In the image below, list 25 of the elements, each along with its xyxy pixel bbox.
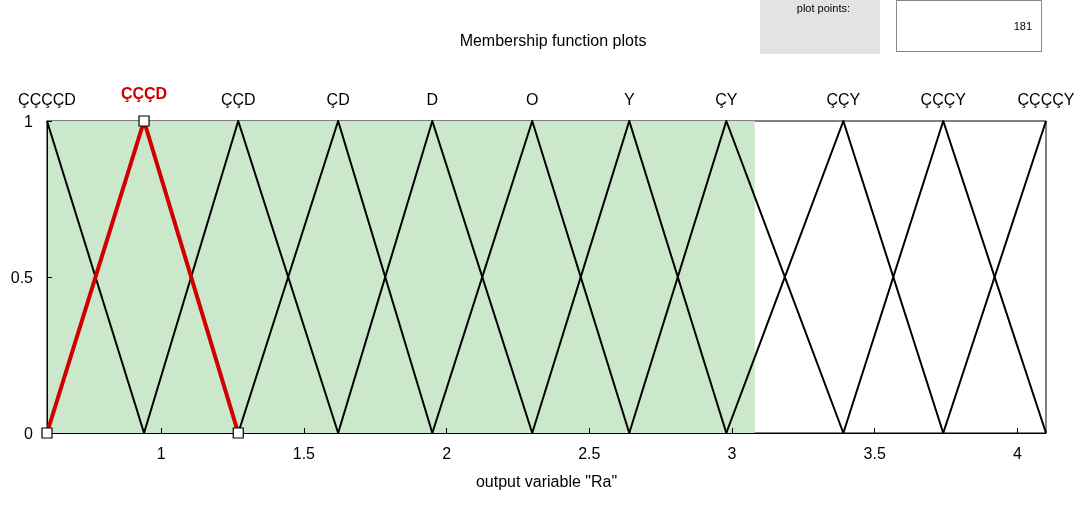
chart-title: Membership function plots [459,31,647,49]
series-label: ÇY [715,90,738,108]
x-tick-label: 3.5 [863,444,886,462]
y-tick-label: 0 [24,424,34,442]
x-tick-label: 4 [1013,444,1022,462]
series-label: ÇÇÇÇD [18,90,76,108]
y-tick-label: 1 [24,112,34,130]
x-tick-label: 1.5 [292,444,316,462]
series-label: Y [623,90,635,108]
text: plot points: [796,2,850,14]
text: 181 [1013,20,1032,32]
series-label: ÇÇÇÇY [1017,90,1075,108]
series-label: ÇÇÇY [920,90,967,108]
x-tick-label: 1 [156,444,166,462]
series-label: ÇD [326,90,350,108]
series-label: ÇÇD [220,90,256,108]
y-tick-label: 0.5 [10,268,34,286]
series-label: O [526,90,539,108]
series-label: ÇÇY [826,90,861,108]
series-label: ÇÇÇD [120,84,168,102]
x-axis-title: output variable "Ra" [475,472,618,490]
x-tick-label: 2 [442,444,452,462]
series-label: D [426,90,439,108]
x-tick-label: 2.5 [578,444,601,462]
x-tick-label: 3 [727,444,737,462]
